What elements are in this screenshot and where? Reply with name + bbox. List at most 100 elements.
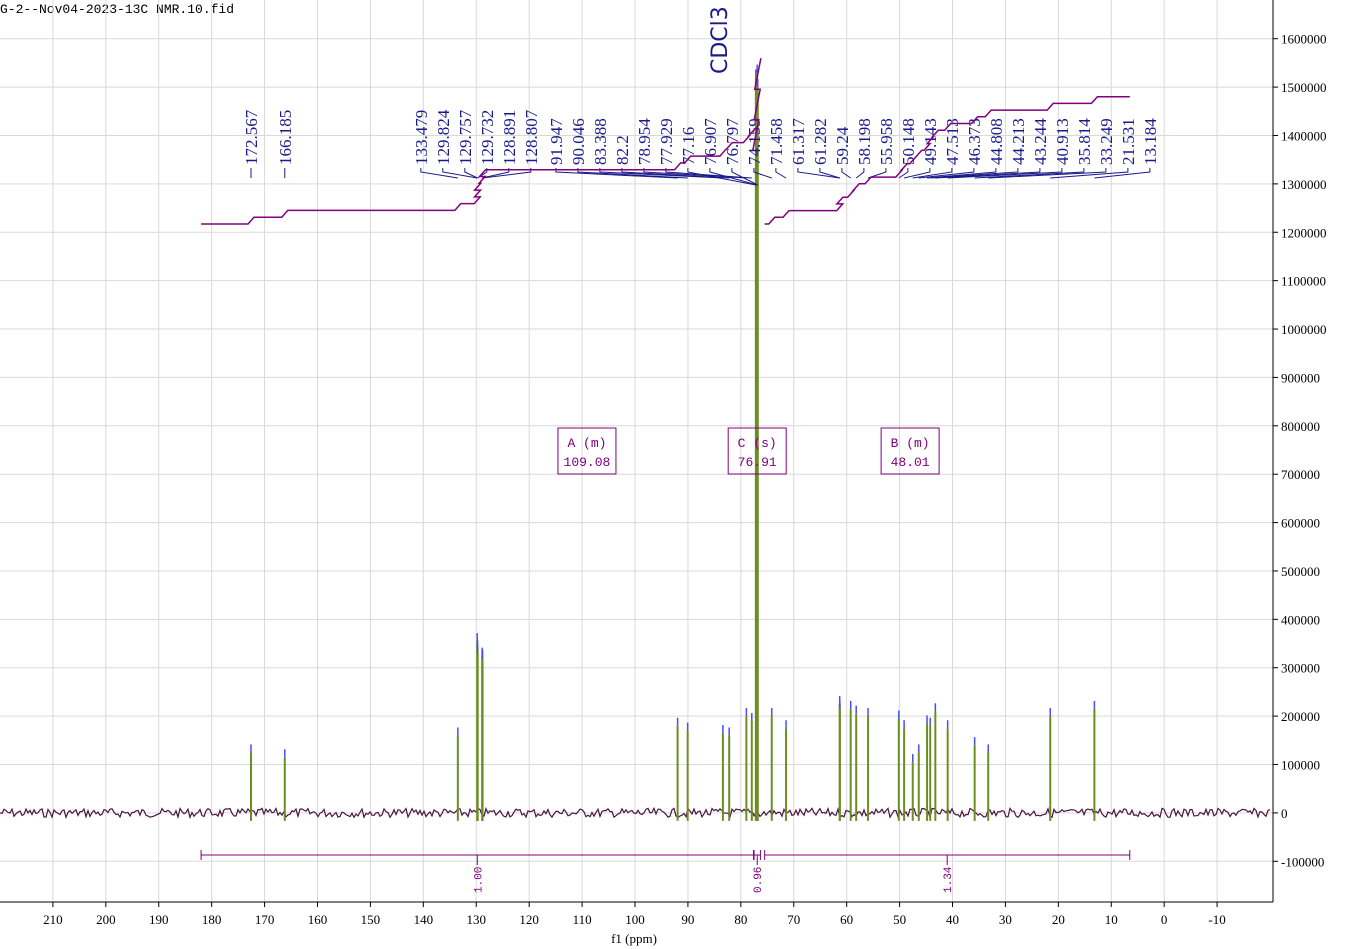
peak-leader <box>904 168 931 179</box>
peak-leader <box>464 168 478 179</box>
peak-label: 129.824 <box>434 109 453 165</box>
x-tick-label: 180 <box>202 912 222 927</box>
y-tick-label: 400000 <box>1281 612 1320 627</box>
y-tick-label: 800000 <box>1281 419 1320 434</box>
y-tick-label: 300000 <box>1281 661 1320 676</box>
peak-leader <box>731 168 759 186</box>
peak-leader <box>927 168 997 179</box>
y-tick-label: 600000 <box>1281 516 1320 531</box>
peak-label: 50.148 <box>899 118 918 165</box>
peak-label: 78.954 <box>635 118 654 165</box>
x-tick-label: -10 <box>1208 912 1225 927</box>
peak-label: 128.891 <box>500 110 519 165</box>
integral-curve <box>201 128 757 225</box>
peak-label: 61.317 <box>789 118 808 165</box>
integral-label: 1.34 <box>943 866 955 893</box>
peak-label: 77.929 <box>657 118 676 165</box>
peak-leader <box>867 168 887 179</box>
x-tick-label: 90 <box>681 912 694 927</box>
x-tick-label: 130 <box>467 912 487 927</box>
x-tick-label: 0 <box>1161 912 1168 927</box>
x-tick-label: 70 <box>787 912 800 927</box>
x-tick-label: 210 <box>43 912 63 927</box>
peak-leader <box>935 168 1041 179</box>
peak-label: 82.2 <box>613 135 632 165</box>
peak-label: 166.185 <box>276 110 295 165</box>
peak-leader <box>753 168 772 179</box>
x-tick-label: 50 <box>893 912 906 927</box>
integral-label: 1.00 <box>473 867 485 893</box>
peak-leader <box>775 168 787 179</box>
baseline-noise <box>0 806 1271 820</box>
y-tick-label: 1300000 <box>1281 177 1327 192</box>
y-tick-label: 1400000 <box>1281 128 1327 143</box>
y-tick-label: 1200000 <box>1281 225 1327 240</box>
peak-leader <box>988 168 1107 179</box>
peak-label: 133.479 <box>412 110 431 165</box>
peak-leader <box>819 168 841 179</box>
peak-label: 76.797 <box>723 118 742 165</box>
peak-leader <box>1094 168 1151 179</box>
peak-label: 58.198 <box>855 118 874 165</box>
x-tick-label: 120 <box>519 912 539 927</box>
x-tick-label: 110 <box>573 912 592 927</box>
y-tick-label: 900000 <box>1281 370 1320 385</box>
y-tick-label: -100000 <box>1281 854 1324 869</box>
peak-label: 55.958 <box>877 118 896 165</box>
multiplet-shift: 76.91 <box>738 455 777 470</box>
y-tick-label: 1100000 <box>1281 274 1326 289</box>
x-tick-label: 40 <box>946 912 959 927</box>
peak-leader <box>855 168 865 179</box>
peak-leader <box>898 168 909 179</box>
peak-leader <box>918 168 975 179</box>
x-tick-label: 140 <box>414 912 434 927</box>
peak-label: 59.24 <box>833 126 852 165</box>
peak-label: 44.213 <box>1009 118 1028 165</box>
peak-label: 43.244 <box>1031 118 1050 165</box>
peak-leader <box>912 168 953 179</box>
y-tick-label: 200000 <box>1281 709 1320 724</box>
peak-leader <box>709 168 758 186</box>
multiplet-box <box>880 427 940 475</box>
x-tick-label: 10 <box>1105 912 1118 927</box>
x-tick-label: 190 <box>149 912 169 927</box>
integral-label: 0.96 <box>753 867 765 893</box>
multiplet-label: C (s) <box>738 436 777 451</box>
y-tick-label: 500000 <box>1281 564 1320 579</box>
peak-leader <box>841 168 851 179</box>
peak-label: 13.184 <box>1141 118 1160 165</box>
peak-label: 128.807 <box>522 109 541 165</box>
x-tick-label: 150 <box>361 912 381 927</box>
peak-label: 33.249 <box>1097 118 1116 165</box>
x-tick-label: 170 <box>255 912 275 927</box>
peak-label: 35.814 <box>1075 118 1094 165</box>
peak-label: 91.947 <box>547 118 566 165</box>
multiplet-shift: 109.08 <box>564 455 611 470</box>
y-tick-label: 1600000 <box>1281 32 1327 47</box>
peak-leader <box>797 168 840 179</box>
peak-label: 129.757 <box>456 109 475 165</box>
peak-label: 49.143 <box>921 118 940 165</box>
peak-leader <box>687 168 756 186</box>
multiplet-label: B (m) <box>891 436 930 451</box>
multiplet-box <box>557 427 617 475</box>
x-tick-label: 20 <box>1052 912 1065 927</box>
multiplet-box <box>727 427 787 475</box>
y-tick-label: 700000 <box>1281 467 1320 482</box>
x-tick-label: 80 <box>734 912 747 927</box>
x-tick-label: 200 <box>96 912 116 927</box>
peak-label: 47.513 <box>943 118 962 165</box>
x-tick-label: 100 <box>625 912 645 927</box>
chart-title: G-2--Nov04-2023-13C NMR.10.fid <box>0 2 234 17</box>
x-tick-label: 60 <box>840 912 853 927</box>
x-tick-label: 160 <box>308 912 328 927</box>
peak-label: 76.907 <box>701 118 720 165</box>
integral-curve <box>764 95 1130 225</box>
peak-leader <box>442 168 478 179</box>
peak-label: 44.808 <box>987 118 1006 165</box>
peak-leader <box>947 168 1063 179</box>
peak-label: 90.046 <box>569 118 588 165</box>
peak-leader <box>420 168 458 179</box>
